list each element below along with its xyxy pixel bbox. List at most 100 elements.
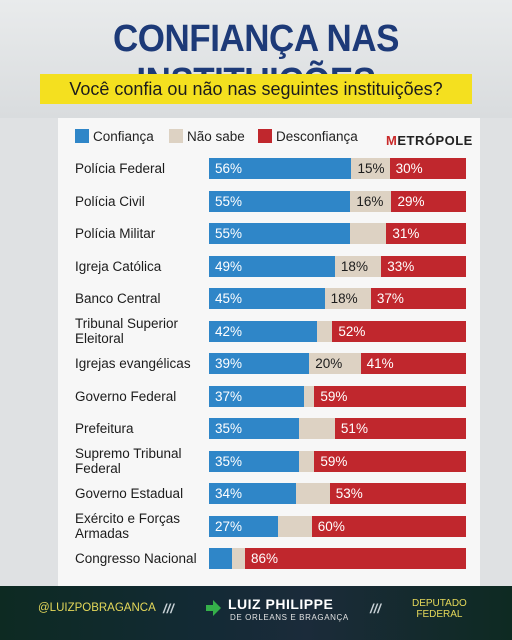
data-label: 15%: [357, 161, 385, 176]
bar-confianca: 35%: [209, 450, 299, 472]
category-label: Governo Estadual: [75, 486, 205, 501]
bar-nao-sabe: [296, 483, 330, 504]
data-label: 45%: [215, 291, 243, 306]
category-label: Polícia Militar: [75, 226, 205, 241]
category-label-line: Federal: [75, 461, 121, 476]
bar-desconfianca: 52%: [332, 320, 466, 342]
bar-nao-sabe: [298, 450, 315, 472]
footer-handle: @LUIZPOBRAGANCA: [38, 602, 156, 614]
data-label: 27%: [215, 518, 243, 534]
footer-separator: ///: [163, 601, 174, 616]
category-label: Banco Central: [75, 291, 205, 306]
category-label-line: Armadas: [75, 526, 130, 541]
legend-swatch-desconfianca: [258, 129, 272, 143]
bar-confianca: 39%: [209, 353, 310, 374]
bar-nao-sabe: [350, 223, 387, 244]
bar-nao-sabe: [232, 548, 245, 569]
footer-separator: ///: [370, 601, 381, 616]
category-label: Governo Federal: [75, 389, 205, 404]
data-label: 55%: [215, 226, 243, 241]
category-label-line: Prefeitura: [75, 421, 134, 436]
bar-desconfianca: 59%: [314, 385, 466, 407]
legend-label-confianca: Confiança: [93, 129, 154, 144]
data-label: 86%: [250, 551, 278, 566]
bar-confianca: 35%: [209, 418, 299, 439]
bar-nao-sabe: 20%: [309, 353, 361, 374]
bar-confianca: 49%: [209, 255, 335, 277]
data-label: 41%: [366, 356, 394, 371]
category-label: Polícia Federal: [75, 161, 205, 176]
bar-confianca: 34%: [209, 483, 297, 504]
category-label: Tribunal Superior Eleitoral: [75, 316, 205, 346]
category-label: Polícia Civil: [75, 194, 205, 209]
data-label: 35%: [215, 453, 243, 469]
data-label: 55%: [215, 193, 243, 209]
bar-confianca: 27%: [209, 515, 279, 537]
category-label-line: Igreja Católica: [75, 258, 162, 274]
subtitle-highlight: Você confia ou não nas seguintes institu…: [40, 74, 472, 104]
category-label: Congresso Nacional: [75, 551, 205, 566]
category-label-line: Polícia Civil: [75, 193, 145, 209]
footer-role-line1: DEPUTADO: [412, 598, 467, 609]
data-label: 39%: [215, 356, 243, 371]
footer-banner: @LUIZPOBRAGANCA /// LUIZ PHILIPPE DE ORL…: [0, 586, 512, 640]
bar-confianca: 42%: [209, 320, 317, 342]
category-label-line: Igrejas evangélicas: [75, 356, 191, 371]
data-label: 59%: [320, 388, 348, 404]
bar-desconfianca: 41%: [360, 353, 466, 374]
bar-desconfianca: 30%: [389, 158, 466, 179]
data-label: 16%: [356, 193, 384, 209]
data-label: 42%: [215, 323, 243, 339]
data-label: 20%: [315, 356, 343, 371]
category-label-line: Banco Central: [75, 291, 161, 306]
category-label: Igreja Católica: [75, 259, 205, 274]
category-label: Igrejas evangélicas: [75, 356, 205, 371]
category-label-line: Eleitoral: [75, 331, 124, 346]
category-label-line: Polícia Federal: [75, 161, 166, 176]
footer-role: DEPUTADO FEDERAL: [412, 598, 467, 620]
data-label: 60%: [317, 518, 345, 534]
bar-desconfianca: 33%: [381, 255, 466, 277]
category-label-line: Governo Federal: [75, 388, 177, 404]
legend-swatch-nao-sabe: [169, 129, 183, 143]
bar-desconfianca: 31%: [386, 223, 466, 244]
bar-nao-sabe: 16%: [350, 190, 392, 212]
data-label: 49%: [215, 258, 243, 274]
data-label: 18%: [340, 258, 368, 274]
category-label-line: Polícia Militar: [75, 226, 156, 241]
data-label: 53%: [335, 486, 363, 501]
data-label: 30%: [395, 161, 423, 176]
category-label-line: Exército e Forças: [75, 511, 181, 526]
subtitle: Você confia ou não nas seguintes institu…: [69, 79, 443, 99]
data-label: 33%: [387, 258, 415, 274]
bar-nao-sabe: 18%: [334, 255, 382, 277]
bar-nao-sabe: [316, 320, 333, 342]
category-label-line: Supremo Tribunal: [75, 446, 182, 461]
bar-confianca: [209, 548, 233, 569]
data-label: 34%: [215, 486, 243, 501]
footer-role-line2: FEDERAL: [416, 609, 463, 620]
footer-subname: DE ORLEANS E BRAGANÇA: [230, 613, 349, 622]
bar-nao-sabe: 18%: [324, 288, 371, 309]
category-label-line: Congresso Nacional: [75, 551, 197, 566]
bar-desconfianca: 60%: [311, 515, 466, 537]
bar-confianca: 37%: [209, 385, 305, 407]
bar-confianca: 45%: [209, 288, 325, 309]
legend-label-nao-sabe: Não sabe: [187, 129, 245, 144]
category-label: Prefeitura: [75, 421, 205, 436]
data-label: 59%: [320, 453, 348, 469]
data-label: 31%: [392, 226, 420, 241]
legend-label-desconfianca: Desconfiança: [276, 129, 358, 144]
data-label: 29%: [397, 193, 425, 209]
bar-confianca: 55%: [209, 190, 351, 212]
footer-name: LUIZ PHILIPPE: [228, 596, 334, 612]
category-label: Exército e Forças Armadas: [75, 511, 205, 541]
bar-desconfianca: 51%: [334, 418, 466, 439]
legend-swatch-confianca: [75, 129, 89, 143]
data-label: 56%: [215, 161, 243, 176]
data-label: 37%: [376, 291, 404, 306]
bar-confianca: 55%: [209, 223, 351, 244]
data-label: 18%: [330, 291, 358, 306]
metropole-logo: METRÓPOLE: [386, 133, 473, 148]
header-banner: CONFIANÇA NAS INSTITUIÇÕES Você confia o…: [0, 0, 512, 118]
